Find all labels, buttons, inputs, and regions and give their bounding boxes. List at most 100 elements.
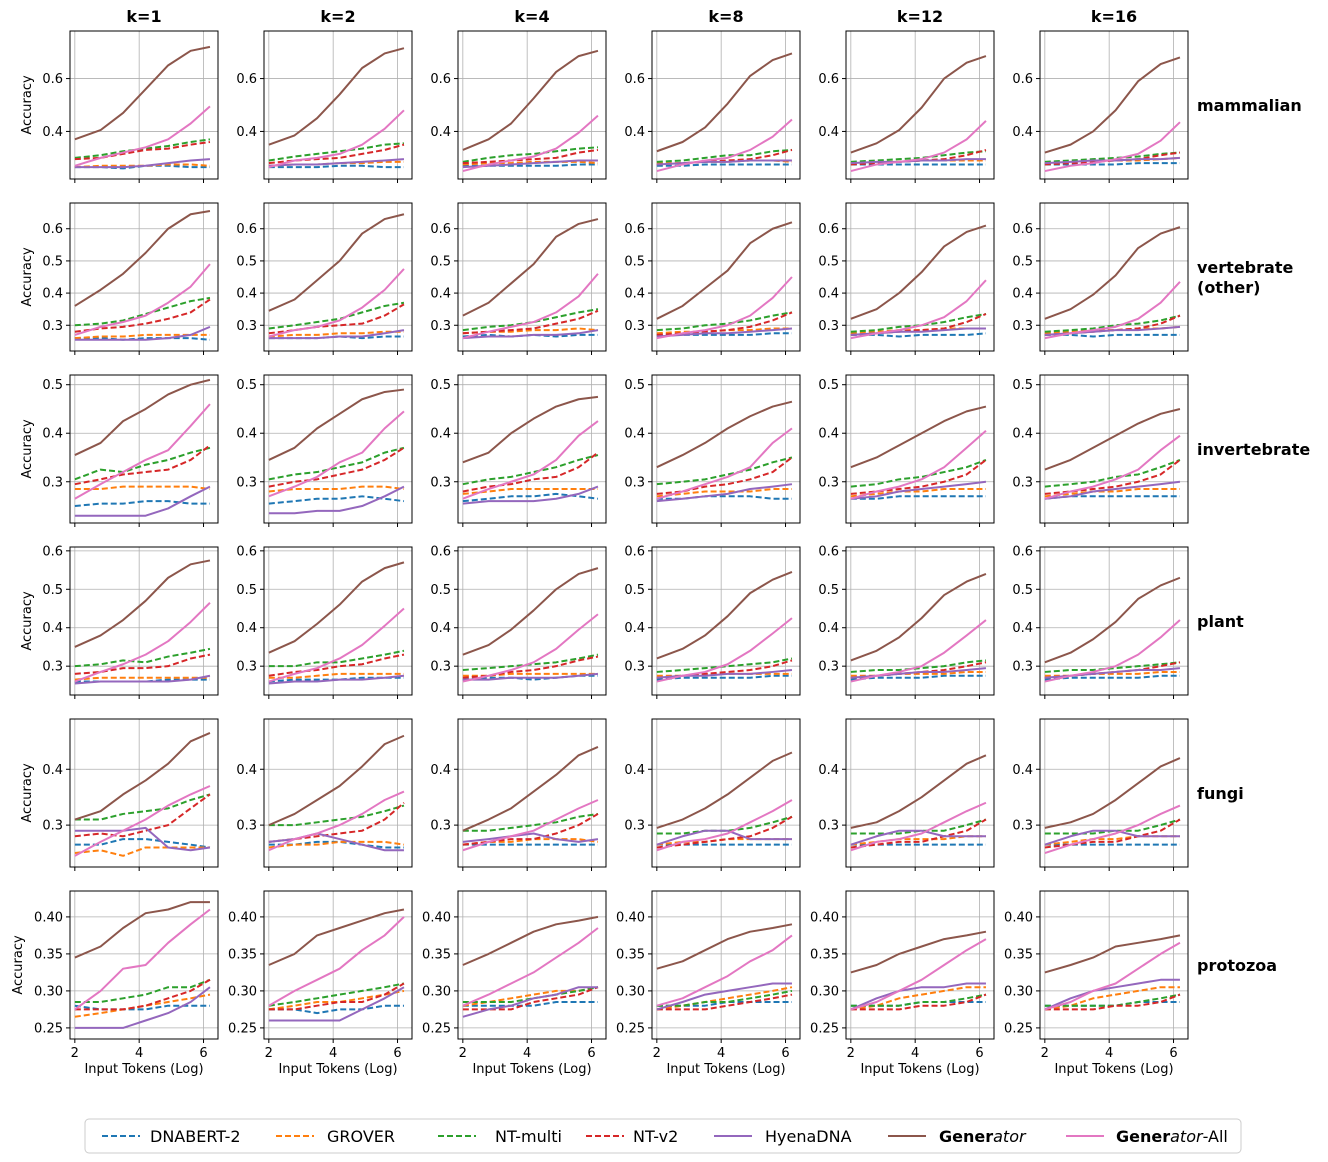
y-tick-label: 0.3	[1012, 660, 1033, 675]
y-tick-label: 0.25	[34, 1021, 63, 1036]
y-axis-label: Accuracy	[20, 419, 35, 479]
y-tick-label: 0.3	[818, 819, 839, 834]
axes-frame	[651, 30, 801, 180]
y-tick-label: 0.5	[42, 254, 63, 269]
series-line-nt-v2	[1044, 459, 1181, 495]
y-tick-label: 0.3	[1012, 319, 1033, 334]
series-line-hyenadna	[850, 480, 987, 500]
series-line-hyenadna	[462, 832, 599, 843]
subplot-3-5: 0.3 0.4 0.5 0.6	[1012, 544, 1189, 699]
series-line-generator-all	[74, 403, 211, 500]
series-line-grover	[268, 840, 405, 849]
legend-label: NT-multi	[495, 1127, 562, 1146]
series-line-generator-all	[74, 105, 211, 167]
series-line-nt-v2	[74, 653, 211, 675]
y-tick-label: 0.4	[1012, 287, 1033, 302]
row-title: mammalian	[1197, 96, 1302, 115]
y-tick-label: 0.30	[616, 984, 645, 999]
y-tick-label: 0.5	[624, 254, 645, 269]
series-line-generator	[74, 559, 211, 648]
series-line-generator-all	[74, 263, 211, 336]
series-line-generator	[1044, 576, 1181, 664]
series-line-hyenadna	[850, 982, 986, 1011]
series-line-nt-v2	[268, 802, 405, 843]
series-line-generator-all	[656, 118, 793, 173]
axes-frame	[845, 890, 995, 1040]
axes-frame	[263, 374, 413, 524]
row-title: vertebrate (other)	[1197, 258, 1293, 297]
y-tick-label: 0.4	[430, 427, 451, 442]
y-tick-label: 0.35	[422, 947, 451, 962]
series-line-nt-v2	[462, 309, 599, 335]
axes-frame	[263, 30, 413, 180]
series-line-hyenadna	[656, 327, 793, 338]
legend-item: HyenaDNA	[714, 1127, 852, 1146]
y-tick-label: 0.3	[42, 660, 63, 675]
y-tick-label: 0.3	[818, 475, 839, 490]
y-tick-label: 0.5	[430, 378, 451, 393]
series-line-generator-all	[1044, 121, 1181, 173]
y-tick-label: 0.3	[42, 319, 63, 334]
series-line-generator	[850, 572, 987, 662]
series-line-nt-multi	[462, 454, 599, 486]
series-line-nt-v2	[268, 446, 405, 488]
series-line-generator	[850, 405, 987, 469]
y-axis-label: Accuracy	[20, 247, 35, 307]
series-line-generator-all	[268, 916, 405, 1007]
column-title: k=8	[708, 7, 743, 26]
subplot-1-5: 0.3 0.4 0.5 0.6	[1012, 202, 1189, 355]
legend-label: DNABERT-2	[150, 1127, 241, 1146]
axes-frame	[1039, 374, 1189, 524]
series-line-generator	[462, 746, 599, 832]
y-tick-label: 0.5	[818, 378, 839, 393]
y-tick-label: 0.30	[1004, 984, 1033, 999]
series-line-grover	[850, 986, 986, 1011]
legend-item: DNABERT-2	[102, 1127, 241, 1146]
y-tick-label: 0.40	[228, 910, 257, 925]
y-tick-label: 0.4	[818, 125, 839, 140]
series-line-hyenadna	[1044, 156, 1181, 165]
y-axis-label: Accuracy	[20, 763, 35, 823]
series-line-nt-v2	[74, 978, 211, 1011]
series-line-generator	[656, 751, 793, 829]
series-line-generator-all	[656, 934, 793, 1007]
y-tick-label: 0.3	[430, 660, 451, 675]
series-line-nt-v2	[850, 818, 987, 849]
series-line-hyenadna	[74, 158, 211, 169]
x-axis-label: Input Tokens (Log)	[860, 1062, 979, 1077]
series-line-generator	[1044, 408, 1181, 471]
subplot-2-3: 0.3 0.4 0.5	[624, 374, 801, 527]
series-line-hyenadna	[268, 485, 405, 515]
subplot-3-1: 0.3 0.4 0.5 0.6	[236, 544, 413, 699]
y-tick-label: 0.4	[818, 287, 839, 302]
series-line-grover	[74, 993, 211, 1018]
series-line-hyenadna	[656, 483, 793, 503]
axes-frame	[263, 718, 413, 868]
x-tick-label: 6	[781, 1046, 789, 1061]
series-line-nt-v2	[268, 653, 405, 677]
subplot-2-2: 0.3 0.4 0.5	[430, 374, 607, 527]
y-tick-label: 0.6	[624, 222, 645, 237]
y-axis-label: Accuracy	[11, 935, 26, 995]
subplot-3-4: 0.3 0.4 0.5 0.6	[818, 544, 995, 699]
series-line-hyenadna	[462, 329, 599, 340]
y-tick-label: 0.3	[236, 819, 257, 834]
y-tick-label: 0.3	[42, 475, 63, 490]
series-line-nt-v2	[656, 311, 793, 336]
series-line-nt-multi	[268, 301, 405, 330]
y-tick-label: 0.3	[430, 475, 451, 490]
x-axis-label: Input Tokens (Log)	[278, 1062, 397, 1077]
subplot-2-5: 0.3 0.4 0.5	[1012, 374, 1189, 527]
series-line-hyenadna	[74, 485, 211, 517]
y-tick-label: 0.25	[616, 1021, 645, 1036]
series-line-nt-multi	[462, 812, 599, 832]
series-line-hyenadna	[74, 986, 211, 1029]
series-line-nt-multi	[462, 308, 599, 332]
series-line-generator	[74, 732, 211, 821]
column-title: k=2	[320, 7, 355, 26]
series-line-generator	[850, 55, 987, 154]
series-line-generator	[462, 915, 599, 966]
y-tick-label: 0.40	[810, 910, 839, 925]
series-line-generator-all	[74, 908, 211, 1011]
series-line-generator-all	[268, 410, 405, 498]
